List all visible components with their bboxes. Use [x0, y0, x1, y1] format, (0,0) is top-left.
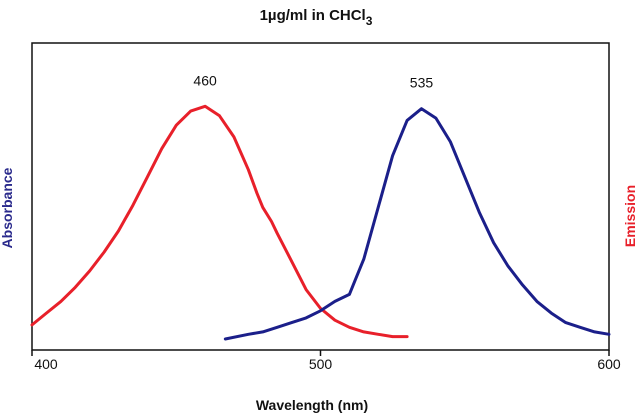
peak-label-absorbance: 460 — [193, 72, 217, 88]
y-axis-title-right: Emission — [622, 185, 638, 247]
chart-title: 1µg/ml in CHCl3 — [260, 7, 373, 28]
emission-curve — [223, 107, 611, 341]
absorbance-curve — [30, 104, 409, 339]
peak-label-emission: 535 — [410, 75, 434, 91]
y-axis-title-left: Absorbance — [0, 167, 15, 248]
series-layer — [30, 104, 611, 341]
peak-label-layer: 460 535 — [193, 72, 433, 90]
x-tick-label: 600 — [597, 356, 621, 372]
x-tick-label: 400 — [34, 356, 58, 372]
x-axis-title: Wavelength (nm) — [256, 397, 368, 413]
chart-title-subscript: 3 — [366, 14, 373, 28]
x-tick-label: 500 — [309, 356, 333, 372]
x-tick-layer: 400 500 600 — [31, 350, 621, 372]
chart-title-main: 1µg/ml in CHCl — [260, 7, 366, 24]
plot-frame — [31, 42, 610, 351]
